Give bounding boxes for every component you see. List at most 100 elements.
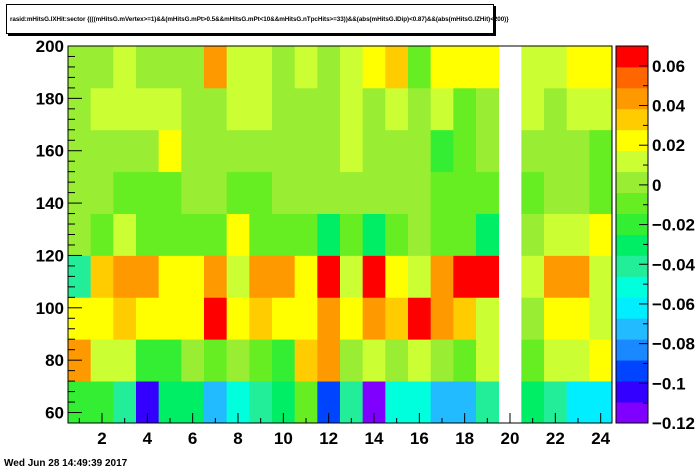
heatmap-cell (317, 46, 341, 89)
palette-tick-label: −0.12 (652, 414, 695, 433)
heatmap-cell (385, 171, 409, 214)
heatmap-cell (453, 381, 477, 424)
heatmap-cell (566, 87, 590, 131)
x-tick-label: 10 (274, 429, 293, 448)
heatmap-cell (272, 297, 296, 340)
heatmap-cell (249, 129, 273, 173)
heatmap-cell (385, 297, 409, 340)
palette-axis: 0.06 0.04 0.02 0 −0.02 −0.04 −0.06 −0.08 −0.1 −0.… (639, 45, 696, 433)
heatmap-cell (226, 339, 250, 382)
heatmap-cells (68, 46, 613, 424)
heatmap-cell (249, 87, 273, 131)
heatmap-cell (204, 339, 228, 382)
heatmap-cell (589, 297, 613, 340)
heatmap-cell (544, 87, 568, 131)
heatmap-cell (294, 129, 318, 173)
heatmap-cell (226, 255, 250, 298)
y-tick-label: 80 (45, 351, 64, 370)
heatmap-cell (90, 46, 114, 89)
heatmap-cell (362, 87, 386, 131)
heatmap-cell (204, 129, 228, 173)
heatmap-cell (566, 297, 590, 340)
heatmap-cell (385, 129, 409, 173)
heatmap-cell (272, 171, 296, 214)
heatmap-cell (362, 297, 386, 340)
heatmap-cell (204, 87, 228, 131)
heatmap-cell (136, 381, 160, 424)
heatmap-cell (272, 87, 296, 131)
heatmap-cell (408, 297, 432, 340)
palette-band (616, 402, 648, 424)
heatmap-cell (385, 213, 409, 256)
heatmap-cell (294, 87, 318, 131)
heatmap-cell (453, 129, 477, 173)
heatmap-cell (589, 87, 613, 131)
x-tick-label: 8 (233, 429, 242, 448)
heatmap-cell (317, 255, 341, 298)
palette-band (616, 171, 648, 194)
heatmap-cell (181, 46, 205, 89)
heatmap-cell (362, 46, 386, 89)
x-tick-label: 24 (591, 429, 610, 448)
heatmap-cell (136, 171, 160, 214)
palette-tick-label: −0.02 (652, 216, 695, 235)
palette-band (616, 339, 648, 361)
heatmap-cell (566, 255, 590, 298)
heatmap-cell (90, 213, 114, 256)
heatmap-cell (272, 129, 296, 173)
heatmap-cell (476, 129, 500, 173)
heatmap-cell (430, 87, 454, 131)
palette-band (616, 66, 648, 89)
heatmap-cell (476, 339, 500, 382)
heatmap-cell (113, 297, 137, 340)
heatmap-cell (476, 297, 500, 340)
heatmap-cell (544, 381, 568, 424)
palette-tick-label: −0.06 (652, 295, 695, 314)
x-tick-label: 20 (501, 429, 520, 448)
heatmap-cell (430, 339, 454, 382)
palette-band (616, 297, 648, 319)
heatmap-cell (204, 213, 228, 256)
heatmap-cell (181, 255, 205, 298)
heatmap-cell (158, 129, 182, 173)
heatmap-cell (317, 171, 341, 214)
heatmap-cell (294, 171, 318, 214)
palette-tick-label: −0.1 (652, 374, 686, 393)
heatmap-cell (362, 213, 386, 256)
heatmap-cell (317, 297, 341, 340)
x-tick-label: 6 (188, 429, 197, 448)
palette-tick-label: −0.04 (652, 255, 696, 274)
heatmap-cell (453, 46, 477, 89)
heatmap-cell (90, 339, 114, 382)
palette-band (616, 255, 648, 277)
heatmap-cell (453, 339, 477, 382)
y-tick-label: 120 (36, 246, 64, 265)
heatmap-cell (521, 46, 545, 89)
heatmap-cell (362, 339, 386, 382)
heatmap-cell (204, 171, 228, 214)
heatmap-cell (476, 87, 500, 131)
heatmap-cell (317, 213, 341, 256)
heatmap-cell (408, 213, 432, 256)
heatmap-cell (408, 339, 432, 382)
palette-band (616, 213, 648, 235)
heatmap-cell (408, 381, 432, 424)
heatmap-cell (113, 381, 137, 424)
palette-tick-label: 0.02 (652, 136, 685, 155)
heatmap-cell (566, 171, 590, 214)
heatmap-cell (385, 339, 409, 382)
palette-band (616, 234, 648, 256)
heatmap-cell (317, 87, 341, 131)
heatmap-cell (408, 129, 432, 173)
heatmap-cell (385, 255, 409, 298)
heatmap-cell (90, 255, 114, 298)
palette-band (616, 360, 648, 382)
heatmap-cell (589, 381, 613, 424)
heatmap-cell (158, 87, 182, 131)
heatmap-cell (476, 381, 500, 424)
heatmap-cell (249, 171, 273, 214)
heatmap-cell (340, 129, 364, 173)
heatmap-cell (226, 297, 250, 340)
heatmap-cell (521, 129, 545, 173)
